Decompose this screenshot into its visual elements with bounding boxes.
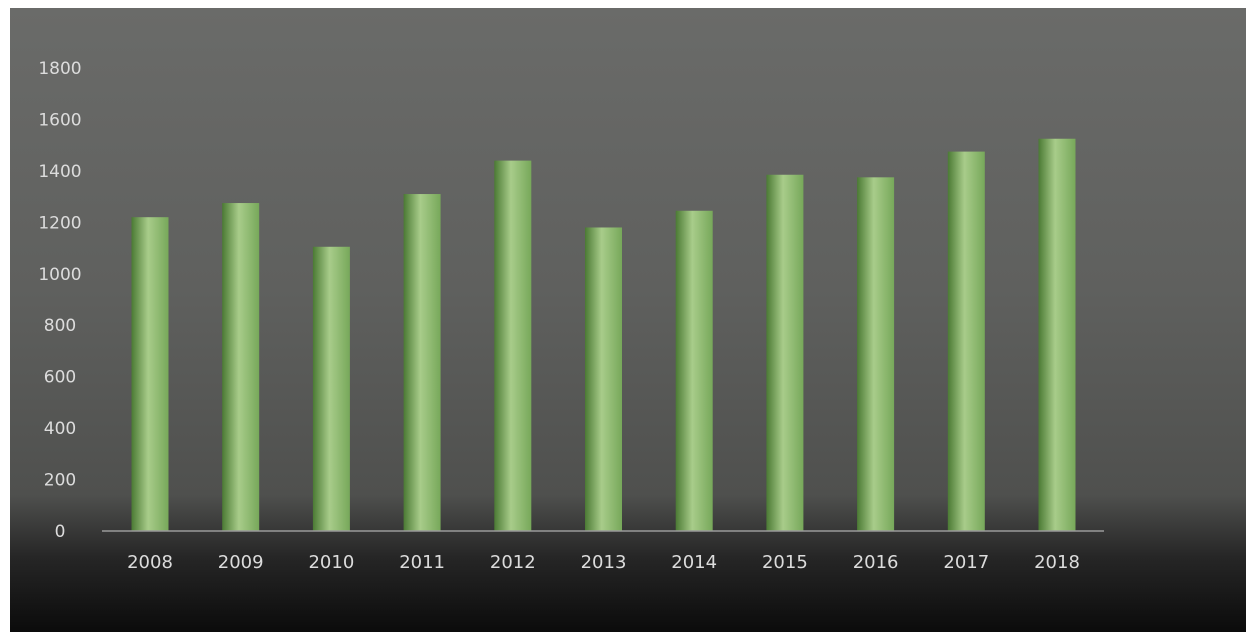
bar-2018 [1038,138,1076,531]
x-tick-label-2010: 2010 [308,552,354,573]
x-tick-label-2013: 2013 [581,552,627,573]
x-tick-label-2015: 2015 [762,552,808,573]
x-tick-label-2012: 2012 [490,552,536,573]
bar-2009 [222,203,260,531]
y-tick-label-1200: 1200 [38,213,81,233]
bar-2011 [403,194,441,532]
bar-2010 [312,246,350,531]
y-tick-label-1800: 1800 [38,59,81,79]
y-tick-label-1000: 1000 [38,265,81,285]
bar-2014 [675,210,713,531]
x-axis-tick-labels: 2008 2009 2010 2011 2012 2013 2014 2015 2016 2017… [127,552,1080,573]
x-tick-label-2018: 2018 [1034,552,1080,573]
bars [131,138,1076,532]
y-axis-tick-labels: 0 200 400 600 800 1000 1200 1400 1600 1800 [38,59,81,542]
y-tick-label-200: 200 [44,471,76,491]
chart-panel: 0 200 400 600 800 1000 1200 1400 1600 1800 2008 20… [10,8,1246,632]
bar-2012 [494,160,532,531]
bar-2017 [947,151,985,531]
y-tick-label-800: 800 [44,316,76,336]
y-tick-label-1600: 1600 [38,110,81,130]
y-tick-label-600: 600 [44,368,76,388]
y-tick-label-400: 400 [44,419,76,439]
bar-2015 [766,174,804,531]
bar-2013 [585,227,622,531]
y-tick-label-1400: 1400 [38,162,81,182]
x-tick-label-2009: 2009 [218,552,264,573]
x-tick-label-2016: 2016 [853,552,899,573]
x-tick-label-2011: 2011 [399,552,445,573]
x-tick-label-2014: 2014 [671,552,717,573]
bar-2016 [857,177,895,531]
bar-2008 [131,217,169,531]
y-tick-label-0: 0 [55,522,66,542]
x-tick-label-2017: 2017 [943,552,989,573]
x-tick-label-2008: 2008 [127,552,173,573]
